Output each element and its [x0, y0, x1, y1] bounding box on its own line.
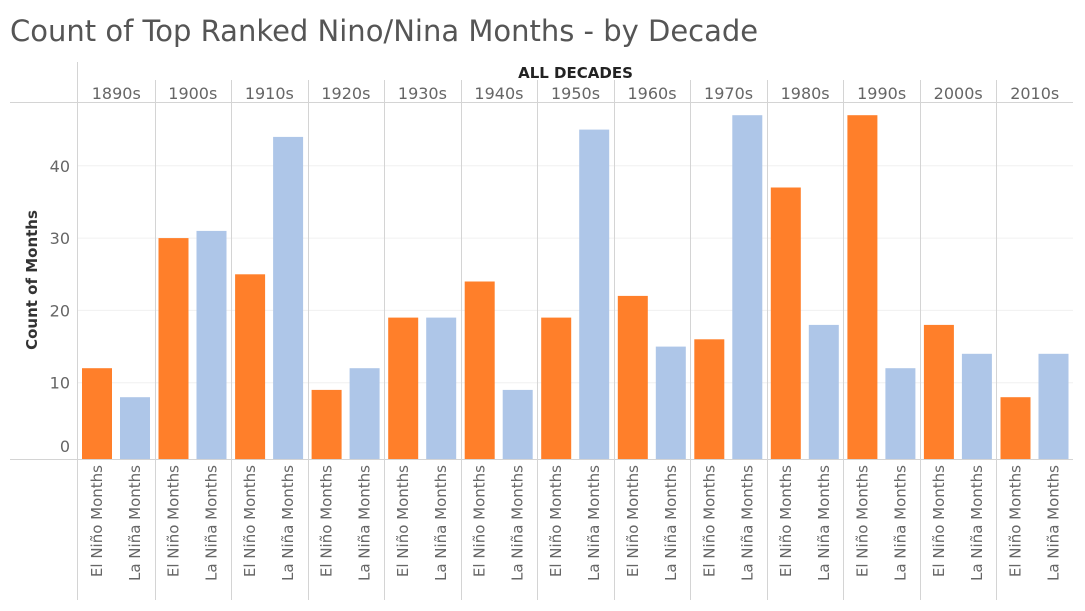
decade-label-1960s: 1960s: [628, 84, 677, 103]
el-nino-label-1910s: El Niño Months: [241, 465, 259, 577]
y-tick-40: 40: [50, 157, 70, 176]
decade-label-1930s: 1930s: [398, 84, 447, 103]
el-nino-bar-1980s: [770, 187, 801, 459]
la-nina-bar-1950s: [579, 129, 610, 459]
la-nina-label-1900s: La Niña Months: [203, 465, 221, 581]
la-nina-label-1950s: La Niña Months: [585, 465, 603, 581]
la-nina-bar-1910s: [273, 136, 304, 459]
el-nino-label-1970s: El Niño Months: [700, 465, 718, 577]
el-nino-label-1980s: El Niño Months: [777, 465, 795, 577]
decade-label-1940s: 1940s: [474, 84, 523, 103]
decade-label-1910s: 1910s: [245, 84, 294, 103]
la-nina-bar-1900s: [196, 230, 227, 459]
el-nino-label-2000s: El Niño Months: [930, 465, 948, 577]
el-nino-bar-1930s: [388, 317, 419, 459]
la-nina-bar-1920s: [349, 368, 380, 459]
el-nino-label-2010s: El Niño Months: [1006, 465, 1024, 577]
decade-label-1980s: 1980s: [781, 84, 830, 103]
el-nino-bar-1990s: [847, 115, 878, 459]
y-axis-title: Count of Months: [23, 210, 41, 350]
decade-label-1950s: 1950s: [551, 84, 600, 103]
decade-label-2010s: 2010s: [1010, 84, 1059, 103]
la-nina-bar-1930s: [426, 317, 457, 459]
el-nino-bar-1890s: [82, 368, 112, 459]
el-nino-label-1890s: El Niño Months: [88, 465, 106, 577]
la-nina-label-1910s: La Niña Months: [279, 465, 297, 581]
la-nina-bar-1980s: [808, 324, 839, 459]
y-tick-10: 10: [50, 374, 70, 393]
la-nina-label-1960s: La Niña Months: [662, 465, 680, 581]
la-nina-label-2010s: La Niña Months: [1044, 465, 1062, 581]
la-nina-bar-1890s: [120, 397, 150, 459]
el-nino-bar-1970s: [694, 339, 725, 459]
el-nino-bar-2010s: [1000, 397, 1031, 459]
la-nina-label-1930s: La Niña Months: [432, 465, 450, 581]
la-nina-label-1940s: La Niña Months: [509, 465, 527, 581]
el-nino-label-1930s: El Niño Months: [394, 465, 412, 577]
el-nino-bar-1910s: [235, 274, 266, 460]
la-nina-label-1970s: La Niña Months: [738, 465, 756, 581]
la-nina-bar-1970s: [732, 115, 763, 459]
y-tick-0: 0: [60, 437, 70, 456]
la-nina-bar-1960s: [655, 346, 686, 459]
la-nina-label-1980s: La Niña Months: [815, 465, 833, 581]
la-nina-label-1990s: La Niña Months: [891, 465, 909, 581]
la-nina-label-2000s: La Niña Months: [968, 465, 986, 581]
el-nino-bar-1940s: [464, 281, 495, 459]
decade-label-1970s: 1970s: [704, 84, 753, 103]
el-nino-label-1950s: El Niño Months: [547, 465, 565, 577]
el-nino-label-1900s: El Niño Months: [165, 465, 183, 577]
el-nino-label-1940s: El Niño Months: [471, 465, 489, 577]
el-nino-bar-2000s: [923, 324, 954, 459]
la-nina-bar-2010s: [1038, 353, 1069, 459]
el-nino-label-1990s: El Niño Months: [853, 465, 871, 577]
la-nina-bar-1940s: [502, 389, 533, 459]
la-nina-label-1890s: La Niña Months: [126, 465, 144, 581]
la-nina-label-1920s: La Niña Months: [356, 465, 374, 581]
el-nino-bar-1920s: [311, 389, 342, 459]
column-header: ALL DECADES: [518, 64, 633, 82]
la-nina-bar-1990s: [885, 368, 916, 459]
y-tick-20: 20: [50, 301, 70, 320]
decade-label-1990s: 1990s: [857, 84, 906, 103]
el-nino-bar-1900s: [158, 238, 189, 459]
decade-label-1890s: 1890s: [92, 84, 141, 103]
chart-title: Count of Top Ranked Nino/Nina Months - b…: [10, 14, 759, 48]
decade-label-1920s: 1920s: [321, 84, 370, 103]
decade-label-2000s: 2000s: [934, 84, 983, 103]
decade-label-1900s: 1900s: [168, 84, 217, 103]
el-nino-bar-1960s: [617, 295, 648, 459]
el-nino-bar-1950s: [541, 317, 572, 459]
el-nino-label-1960s: El Niño Months: [624, 465, 642, 577]
y-tick-30: 30: [50, 229, 70, 248]
el-nino-label-1920s: El Niño Months: [318, 465, 336, 577]
la-nina-bar-2000s: [961, 353, 992, 459]
